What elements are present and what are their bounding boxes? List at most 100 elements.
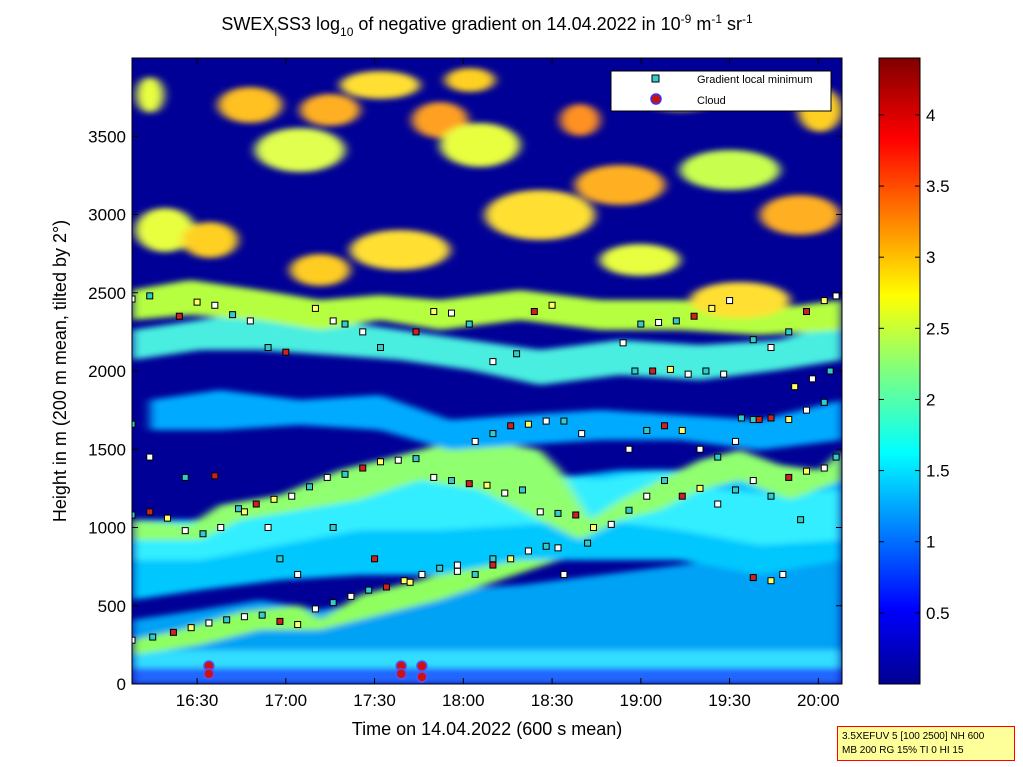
gradient-minimum-marker — [785, 328, 793, 336]
gradient-minimum-marker — [264, 524, 272, 531]
gradient-minimum-marker — [149, 633, 157, 641]
gradient-minimum-marker — [181, 527, 189, 535]
gradient-minimum-marker — [430, 473, 438, 481]
gradient-minimum-marker — [578, 430, 586, 438]
gradient-minimum-marker — [377, 458, 384, 466]
gradient-minimum-marker — [649, 367, 657, 375]
gradient-minimum-marker — [625, 506, 633, 514]
gradient-minimum-marker — [240, 613, 248, 621]
gradient-minimum-marker — [489, 430, 497, 438]
gradient-minimum-marker — [708, 304, 716, 312]
gradient-minimum-marker — [726, 297, 734, 305]
y-axis-label: Height in m (200 m mean, tilted by 2°) — [50, 220, 70, 522]
x-tick-label: 20:00 — [797, 691, 840, 710]
gradient-minimum-marker — [465, 320, 473, 328]
gradient-minimum-marker — [524, 547, 532, 555]
gradient-minimum-marker — [678, 492, 686, 500]
gradient-minimum-marker — [132, 295, 136, 303]
gradient-minimum-marker — [193, 298, 201, 306]
gradient-minimum-marker — [755, 416, 763, 424]
y-tick-label: 500 — [98, 597, 126, 616]
gradient-minimum-marker — [767, 492, 775, 500]
y-tick-label: 3000 — [88, 206, 126, 225]
chart-title: SWEXlSS3 log10 of negative gradient on 1… — [221, 12, 753, 39]
gradient-minimum-marker — [453, 567, 461, 575]
gradient-minimum-marker — [394, 456, 402, 464]
gradient-minimum-marker — [365, 586, 373, 594]
gradient-minimum-marker — [294, 621, 302, 629]
legend-square-marker — [651, 74, 660, 83]
gradient-minimum-marker — [132, 511, 136, 519]
gradient-minimum-marker — [785, 416, 793, 424]
gradient-minimum-marker — [258, 611, 266, 619]
gradient-minimum-marker — [803, 308, 810, 316]
gradient-minimum-marker — [826, 367, 834, 375]
cloud-marker — [416, 671, 428, 683]
gradient-minimum-marker — [132, 420, 136, 428]
cloud-marker — [416, 660, 428, 672]
gradient-minimum-marker — [625, 445, 633, 453]
gradient-minimum-marker — [211, 472, 219, 480]
gradient-minimum-marker — [471, 570, 479, 578]
gradient-minimum-marker — [524, 420, 532, 428]
gradient-minimum-marker — [146, 453, 154, 461]
gradient-minimum-marker — [329, 317, 337, 325]
x-tick-label: 19:30 — [708, 691, 751, 710]
gradient-minimum-marker — [453, 561, 461, 569]
gradient-minimum-marker — [489, 358, 497, 366]
gradient-minimum-marker — [584, 539, 592, 547]
x-tick-label: 16:30 — [176, 691, 219, 710]
legend: Gradient local minimum Cloud — [610, 70, 832, 112]
gradient-minimum-marker — [507, 555, 515, 563]
gradient-minimum-marker — [536, 508, 544, 516]
gradient-minimum-marker — [371, 555, 379, 563]
gradient-minimum-marker — [548, 301, 556, 309]
gradient-minimum-marker — [530, 308, 538, 316]
y-tick-label: 0 — [117, 675, 126, 694]
gradient-minimum-marker — [791, 383, 799, 391]
legend-circle-marker — [650, 93, 662, 105]
gradient-minimum-marker — [572, 511, 580, 519]
colorbar-tick-label: 2 — [926, 390, 935, 409]
y-tick-label: 2500 — [88, 284, 126, 303]
colorbar-tick-label: 1.5 — [926, 462, 950, 481]
gradient-minimum-marker — [749, 416, 757, 424]
gradient-minimum-marker — [684, 370, 692, 378]
info-line-1: 3.5XEFUV 5 [100 2500] NH 600 — [842, 731, 985, 742]
colorbar-tick-label: 3 — [926, 248, 935, 267]
legend-entry-gradient: Gradient local minimum — [697, 74, 813, 86]
gradient-minimum-marker — [235, 505, 242, 513]
gradient-minimum-marker — [311, 605, 319, 613]
gradient-minimum-marker — [832, 292, 840, 300]
gradient-minimum-marker — [643, 426, 651, 434]
gradient-minimum-marker — [797, 516, 805, 524]
parameter-info-box: 3.5XEFUV 5 [100 2500] NH 600 MB 200 RG 1… — [837, 726, 1015, 761]
gradient-minimum-marker — [412, 328, 420, 336]
gradient-minimum-marker — [519, 486, 526, 494]
gradient-minimum-marker — [465, 480, 473, 488]
x-tick-label: 17:00 — [265, 691, 308, 710]
gradient-minimum-marker — [400, 577, 408, 585]
gradient-minimum-marker — [560, 417, 568, 425]
gradient-minimum-marker — [637, 320, 645, 328]
gradient-minimum-marker — [489, 555, 497, 563]
x-tick-label: 19:00 — [620, 691, 663, 710]
legend-entry-cloud: Cloud — [697, 95, 726, 107]
gradient-minimum-marker — [560, 570, 568, 578]
x-tick-label: 18:00 — [442, 691, 485, 710]
gradient-minimum-marker — [223, 616, 231, 624]
legend-box — [610, 70, 832, 112]
gradient-minimum-marker — [661, 477, 668, 485]
gradient-minimum-marker — [294, 570, 302, 578]
cloud-marker — [203, 668, 215, 680]
y-tick-label: 1500 — [88, 440, 126, 459]
x-axis-ticks: 16:30 17:00 17:30 18:00 18:30 19:00 19:30 20:00 — [176, 58, 840, 710]
gradient-minimum-marker — [631, 367, 639, 375]
colorbar-tick-label: 3.5 — [926, 177, 950, 196]
colorbar-tick-label: 4 — [926, 106, 935, 125]
gradient-minimum-marker — [252, 500, 260, 508]
gradient-minimum-marker — [132, 636, 136, 644]
gradient-minimum-marker — [448, 309, 455, 317]
gradient-minimum-marker — [749, 336, 757, 344]
colorbar-ticks: 0.5 1 1.5 2 2.5 3 3.5 4 — [879, 106, 950, 623]
